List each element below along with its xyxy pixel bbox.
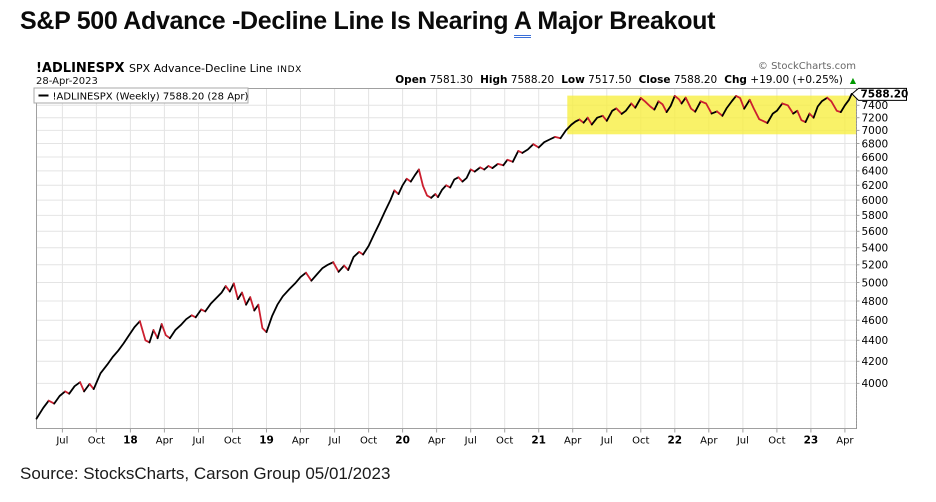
svg-text:7000: 7000 xyxy=(862,125,889,137)
exchange-label: INDX xyxy=(277,65,302,75)
chart-header: !ADLINESPX SPX Advance-Decline Line INDX xyxy=(36,59,302,77)
svg-text:Oct: Oct xyxy=(768,436,785,447)
svg-text:4000: 4000 xyxy=(862,378,889,390)
quote-value-open: 7581.30 xyxy=(426,74,474,86)
title-grammar-underlined-word: A xyxy=(513,7,531,38)
symbol-name: !ADLINESPX xyxy=(36,61,125,76)
svg-text:Jul: Jul xyxy=(736,436,749,447)
y-axis-labels: 4000 4200 4400 4600 4800 5000 5200 5400 5600 5800… xyxy=(856,100,889,390)
chart-date: 28-Apr-2023 xyxy=(36,76,98,87)
legend-label: !ADLINESPX (Weekly) 7588.20 (28 Apr) xyxy=(53,92,249,103)
svg-text:23: 23 xyxy=(804,435,819,447)
svg-text:6400: 6400 xyxy=(862,166,889,178)
svg-text:7588.20: 7588.20 xyxy=(861,89,909,101)
symbol-description: SPX Advance-Decline Line xyxy=(129,62,273,75)
svg-text:Apr: Apr xyxy=(156,436,174,447)
svg-text:6800: 6800 xyxy=(862,138,889,150)
stockcharts-chart: !ADLINESPX SPX Advance-Decline Line INDX… xyxy=(30,58,936,454)
quote-value-high: 7588.20 xyxy=(507,74,555,86)
svg-text:5000: 5000 xyxy=(862,277,889,289)
svg-text:20: 20 xyxy=(395,435,410,447)
svg-text:Oct: Oct xyxy=(224,436,241,447)
quote-value-chg: +19.00 (+0.25%) xyxy=(746,74,843,86)
last-price-tag: 7588.20 xyxy=(851,87,909,101)
svg-text:21: 21 xyxy=(531,435,546,447)
svg-text:Apr: Apr xyxy=(564,436,582,447)
svg-text:19: 19 xyxy=(259,435,274,447)
svg-text:5200: 5200 xyxy=(862,260,889,272)
adline-series-line xyxy=(35,93,853,420)
stockcharts-copyright: © StockCharts.com xyxy=(757,61,856,72)
svg-text:Jul: Jul xyxy=(191,436,204,447)
plot-root: 4000 4200 4400 4600 4800 5000 5200 5400 5600 5800… xyxy=(33,87,909,447)
svg-text:18: 18 xyxy=(123,435,138,447)
svg-text:4800: 4800 xyxy=(862,296,889,308)
svg-text:Oct: Oct xyxy=(496,436,513,447)
x-axis-labels: Jul Oct 18 Apr Jul Oct 19 Apr Jul Oct 20 Apr Jul Oct 2… xyxy=(55,428,854,447)
page-title: S&P 500 Advance -Decline Line Is Nearing… xyxy=(20,7,716,38)
quote-label-low: Low xyxy=(561,74,585,86)
svg-text:5600: 5600 xyxy=(862,226,889,238)
quote-value-low: 7517.50 xyxy=(584,74,632,86)
svg-text:22: 22 xyxy=(667,435,682,447)
svg-text:7200: 7200 xyxy=(862,113,889,125)
source-attribution: Source: StocksCharts, Carson Group 05/01… xyxy=(20,464,391,483)
quote-ohlc-line: Open 7581.30 High 7588.20 Low 7517.50 Close… xyxy=(395,74,856,86)
svg-text:6200: 6200 xyxy=(862,180,889,192)
title-text-pre: S&P 500 Advance -Decline Line Is Nearing xyxy=(20,7,514,35)
svg-text:4200: 4200 xyxy=(862,356,889,368)
svg-text:Apr: Apr xyxy=(700,436,718,447)
svg-text:Apr: Apr xyxy=(428,436,446,447)
svg-text:5400: 5400 xyxy=(862,243,889,255)
svg-text:7400: 7400 xyxy=(862,100,889,112)
svg-text:Oct: Oct xyxy=(360,436,377,447)
title-text-post: Major Breakout xyxy=(530,7,716,35)
svg-text:Jul: Jul xyxy=(600,436,613,447)
svg-text:Jul: Jul xyxy=(464,436,477,447)
svg-text:Apr: Apr xyxy=(836,436,854,447)
svg-text:6600: 6600 xyxy=(862,152,889,164)
quote-label-high: High xyxy=(480,74,508,86)
quote-label-close: Close xyxy=(638,74,671,86)
quote-label-open: Open xyxy=(395,74,427,86)
legend-box: !ADLINESPX (Weekly) 7588.20 (28 Apr) xyxy=(33,87,249,104)
gridlines xyxy=(36,88,857,429)
svg-text:Jul: Jul xyxy=(55,436,68,447)
svg-text:4400: 4400 xyxy=(862,335,889,347)
svg-text:5800: 5800 xyxy=(862,210,889,222)
quote-value-close: 7588.20 xyxy=(670,74,718,86)
svg-text:Oct: Oct xyxy=(632,436,649,447)
price-plot: 4000 4200 4400 4600 4800 5000 5200 5400 5600 5800… xyxy=(33,87,909,447)
svg-text:Oct: Oct xyxy=(88,436,105,447)
svg-text:Jul: Jul xyxy=(328,436,341,447)
svg-text:4600: 4600 xyxy=(862,315,889,327)
change-up-arrow-icon: ▲ xyxy=(849,76,856,85)
quote-label-chg: Chg xyxy=(724,74,747,86)
plot-border xyxy=(36,88,857,429)
svg-text:Apr: Apr xyxy=(292,436,310,447)
svg-text:6000: 6000 xyxy=(862,195,889,207)
